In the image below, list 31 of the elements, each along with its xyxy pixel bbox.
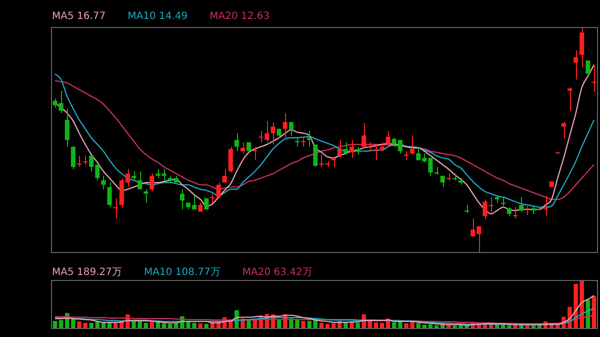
bar [380, 322, 384, 328]
text: MA10 108.77万 [144, 266, 220, 278]
bar [416, 323, 420, 328]
bar [150, 321, 154, 328]
bar [319, 322, 324, 328]
bar [89, 322, 94, 328]
bar [434, 325, 439, 328]
bar [356, 322, 360, 328]
bar [374, 322, 378, 328]
candlestick [500, 196, 506, 207]
bar [422, 324, 427, 328]
bar [198, 323, 202, 328]
text: MA5 16.77 [52, 10, 106, 22]
text: MA5 189.27万 [52, 266, 122, 278]
bar [368, 320, 372, 328]
bar [331, 323, 336, 328]
bar [301, 320, 306, 328]
bar [307, 320, 312, 328]
text: MA20 12.63 [210, 10, 270, 22]
candlestick [368, 142, 372, 152]
bar [52, 320, 58, 328]
bar [428, 324, 433, 328]
bar [113, 322, 118, 328]
bar [95, 322, 100, 328]
bar [592, 296, 596, 328]
bar [58, 320, 64, 328]
text: MA10 14.49 [128, 10, 188, 22]
candlestick [113, 198, 118, 219]
bar [350, 322, 354, 328]
text: MA20 63.42万 [242, 266, 312, 278]
bar [162, 323, 166, 328]
